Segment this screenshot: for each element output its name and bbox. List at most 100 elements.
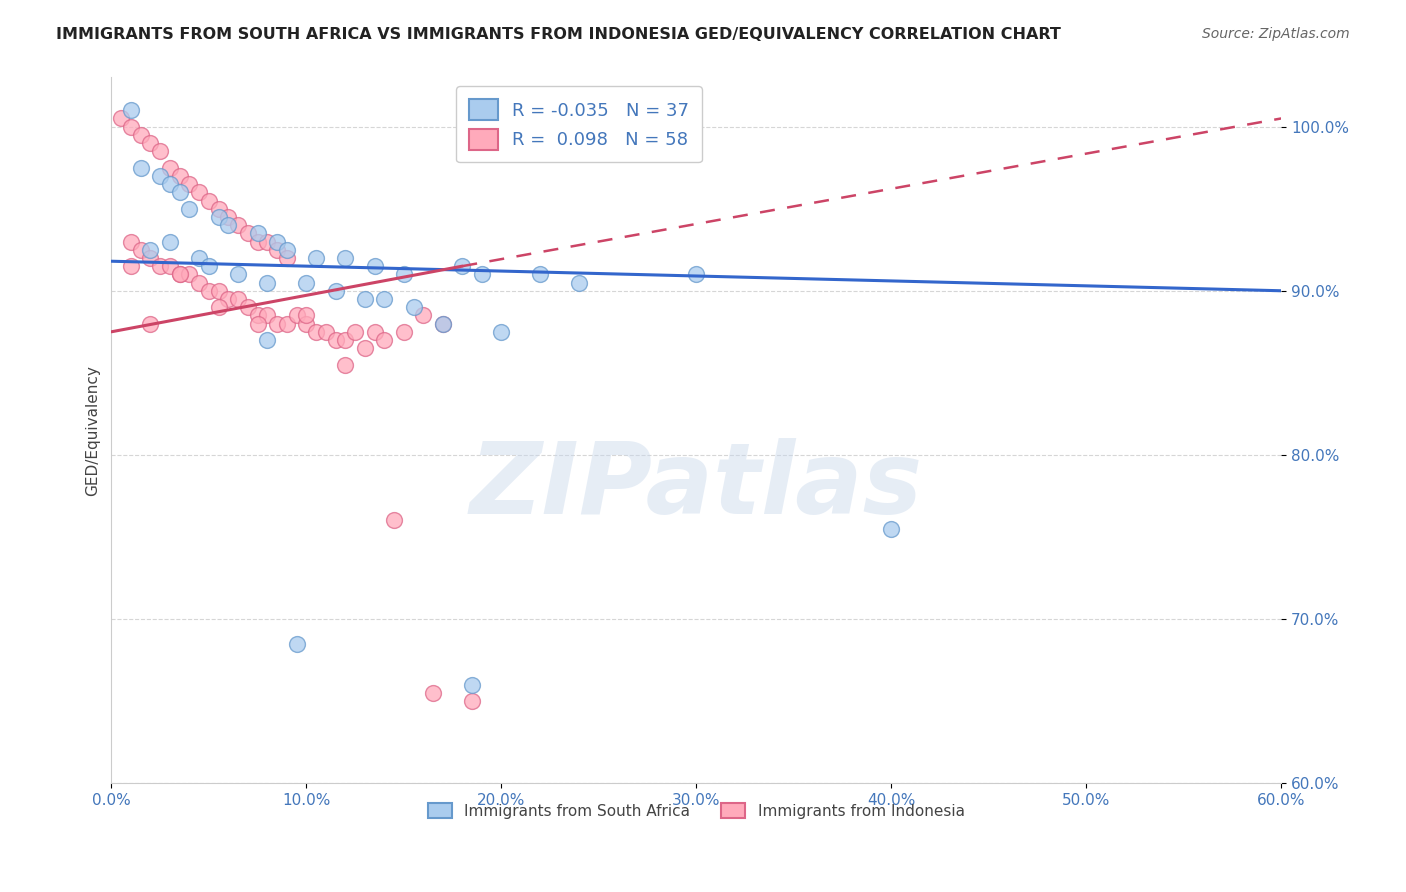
Point — [491, 325, 513, 339]
Point — [295, 317, 318, 331]
Legend: Immigrants from South Africa, Immigrants from Indonesia: Immigrants from South Africa, Immigrants… — [422, 797, 970, 825]
Point — [198, 194, 221, 208]
Point — [256, 333, 278, 347]
Y-axis label: GED/Equivalency: GED/Equivalency — [86, 365, 100, 496]
Point — [149, 169, 172, 183]
Text: ZIPatlas: ZIPatlas — [470, 438, 922, 535]
Text: Source: ZipAtlas.com: Source: ZipAtlas.com — [1202, 27, 1350, 41]
Point — [315, 325, 337, 339]
Point — [246, 317, 269, 331]
Point — [266, 243, 288, 257]
Point — [129, 161, 152, 175]
Point — [295, 309, 318, 323]
Point — [295, 276, 318, 290]
Point — [461, 677, 484, 691]
Point — [256, 235, 278, 249]
Point — [179, 177, 201, 191]
Point — [305, 325, 328, 339]
Point — [207, 210, 229, 224]
Point — [363, 259, 385, 273]
Point — [159, 177, 181, 191]
Point — [110, 112, 132, 126]
Point — [120, 120, 142, 134]
Point — [207, 202, 229, 216]
Point — [159, 161, 181, 175]
Point — [392, 268, 415, 282]
Point — [256, 276, 278, 290]
Point — [139, 251, 162, 265]
Point — [188, 276, 211, 290]
Point — [276, 243, 298, 257]
Point — [344, 325, 367, 339]
Point — [179, 202, 201, 216]
Point — [139, 317, 162, 331]
Point — [685, 268, 707, 282]
Point — [392, 325, 415, 339]
Point — [139, 243, 162, 257]
Point — [529, 268, 551, 282]
Point — [363, 325, 385, 339]
Point — [335, 333, 357, 347]
Point — [217, 218, 239, 232]
Point — [266, 317, 288, 331]
Point — [412, 309, 434, 323]
Point — [276, 317, 298, 331]
Point — [236, 300, 259, 314]
Point — [246, 227, 269, 241]
Point — [169, 268, 191, 282]
Point — [880, 522, 903, 536]
Point — [120, 259, 142, 273]
Point — [266, 235, 288, 249]
Point — [217, 292, 239, 306]
Point — [188, 186, 211, 200]
Point — [353, 341, 375, 355]
Point — [159, 235, 181, 249]
Point — [226, 218, 249, 232]
Point — [402, 300, 425, 314]
Point — [149, 259, 172, 273]
Point — [325, 333, 347, 347]
Point — [353, 292, 375, 306]
Point — [169, 169, 191, 183]
Point — [373, 333, 395, 347]
Point — [120, 103, 142, 118]
Point — [226, 292, 249, 306]
Point — [335, 358, 357, 372]
Point — [256, 309, 278, 323]
Point — [198, 259, 221, 273]
Point — [471, 268, 494, 282]
Point — [451, 259, 474, 273]
Point — [285, 309, 308, 323]
Point — [226, 268, 249, 282]
Point — [217, 210, 239, 224]
Point — [325, 284, 347, 298]
Point — [285, 636, 308, 650]
Point — [129, 128, 152, 142]
Point — [236, 227, 259, 241]
Text: IMMIGRANTS FROM SOUTH AFRICA VS IMMIGRANTS FROM INDONESIA GED/EQUIVALENCY CORREL: IMMIGRANTS FROM SOUTH AFRICA VS IMMIGRAN… — [56, 27, 1062, 42]
Point — [568, 276, 591, 290]
Point — [169, 186, 191, 200]
Point — [246, 309, 269, 323]
Point — [129, 243, 152, 257]
Point — [188, 251, 211, 265]
Point — [432, 317, 454, 331]
Point — [149, 145, 172, 159]
Point — [159, 259, 181, 273]
Point — [207, 300, 229, 314]
Point — [179, 268, 201, 282]
Point — [335, 251, 357, 265]
Point — [139, 136, 162, 150]
Point — [207, 284, 229, 298]
Point — [305, 251, 328, 265]
Point — [422, 686, 444, 700]
Point — [382, 514, 405, 528]
Point — [432, 317, 454, 331]
Point — [276, 251, 298, 265]
Point — [120, 235, 142, 249]
Point — [246, 235, 269, 249]
Point — [198, 284, 221, 298]
Point — [169, 268, 191, 282]
Point — [461, 694, 484, 708]
Point — [373, 292, 395, 306]
